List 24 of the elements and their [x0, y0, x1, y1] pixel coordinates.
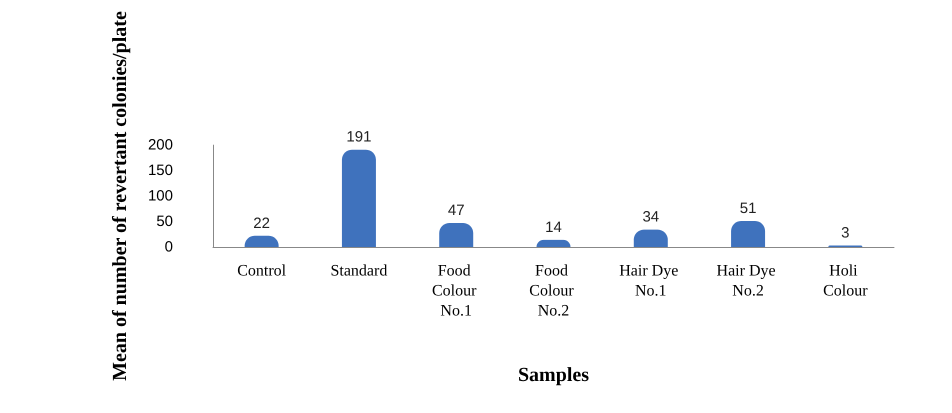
- x-tick-label: Standard: [330, 262, 388, 280]
- y-tick-label: 150: [148, 162, 173, 180]
- data-label: 3: [841, 224, 850, 242]
- bar: [342, 150, 376, 247]
- data-label: 51: [740, 200, 756, 218]
- x-tick-label: Holi Colour: [823, 262, 868, 300]
- bar: [439, 223, 474, 247]
- x-tick-label: Hair Dye No.2: [716, 262, 780, 300]
- data-label: 47: [448, 202, 465, 220]
- x-tick-label: Food Colour No.1: [432, 262, 480, 320]
- y-axis-title: Mean of number of revertant colonies/plate: [109, 11, 131, 381]
- x-tick-label: Food Colour No.2: [529, 262, 578, 320]
- bar: [731, 221, 766, 247]
- y-tick-label: 200: [148, 136, 173, 154]
- data-label: 34: [642, 208, 660, 226]
- data-label: 191: [346, 128, 372, 146]
- data-label: 14: [545, 218, 562, 236]
- x-axis-title: Samples: [518, 364, 590, 386]
- y-tick-label: 100: [148, 188, 173, 205]
- y-tick-label: 50: [156, 213, 173, 230]
- x-tick-label: Control: [237, 262, 287, 280]
- y-tick-label: 0: [164, 238, 173, 256]
- x-tick-label: Hair Dye No.1: [619, 262, 682, 300]
- data-label: 22: [253, 214, 270, 232]
